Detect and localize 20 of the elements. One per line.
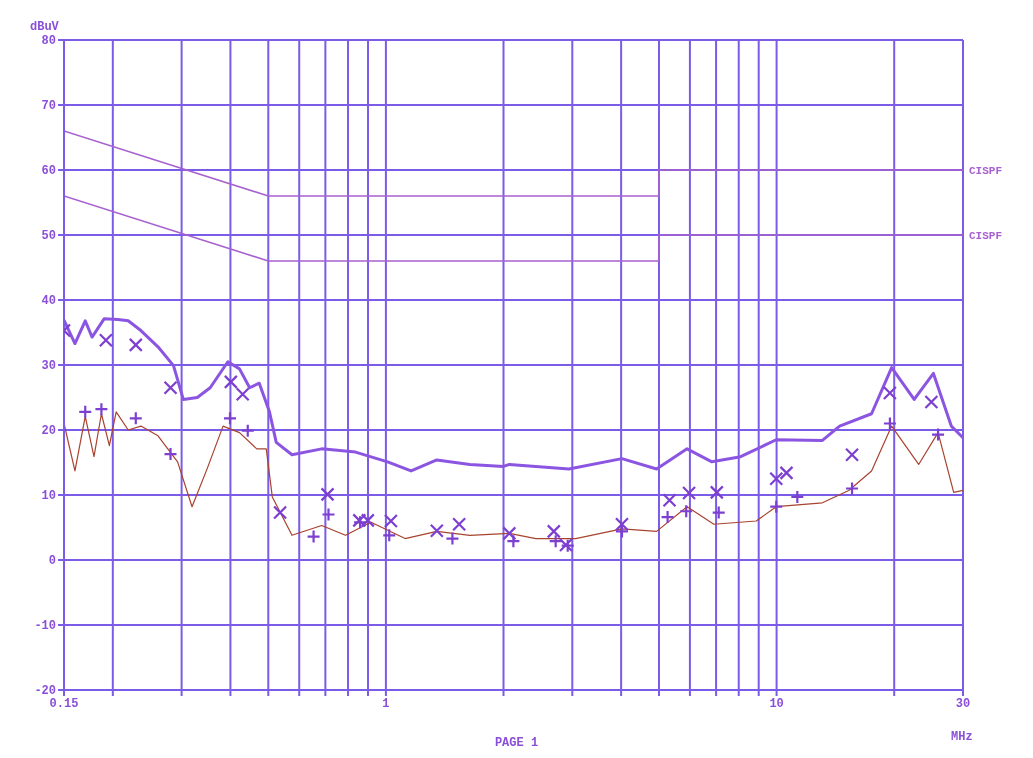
x-tick-label: 10 (769, 696, 784, 711)
y-tick-label: 0 (48, 554, 56, 569)
text: PAGE 1 (494, 736, 539, 750)
y-tick-label: 70 (41, 99, 56, 114)
y-tick-label: 10 (41, 489, 56, 504)
y-tick-label: 30 (41, 359, 56, 374)
y-tick-label: 60 (41, 164, 56, 179)
y-tick-label: 50 (41, 229, 56, 244)
y-tick-label: 20 (41, 424, 56, 439)
y-tick-label: -10 (34, 619, 56, 634)
y-axis-title: dBuV (30, 20, 59, 34)
y-tick-label: 80 (41, 34, 56, 49)
x-tick-label: 30 (955, 696, 971, 711)
series-label: CISPF (969, 230, 1003, 242)
x-tick-label: 0.15 (49, 696, 79, 711)
y-tick-label: 40 (41, 294, 56, 309)
y-tick-label: -20 (34, 684, 56, 699)
series-label: CISPF (969, 165, 1003, 177)
x-axis-title: MHz (951, 730, 973, 744)
x-tick-label: 1 (382, 696, 390, 711)
